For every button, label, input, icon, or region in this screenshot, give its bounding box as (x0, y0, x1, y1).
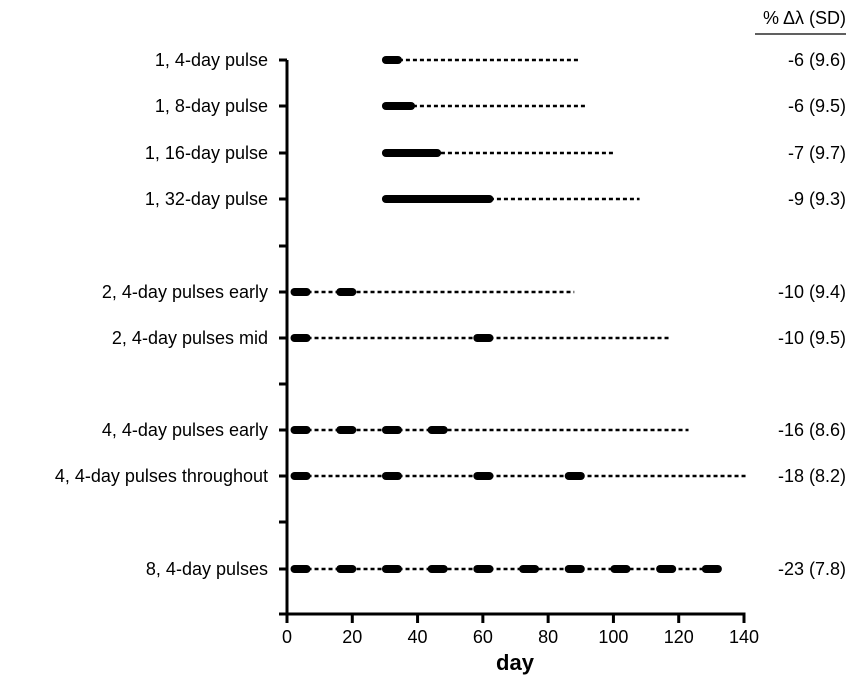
x-axis-title: day (496, 650, 535, 675)
x-tick-label: 40 (408, 627, 428, 647)
timeline-row: 2, 4-day pulses early -10 (9.4) (102, 282, 846, 302)
row-label: 1, 32-day pulse (145, 189, 268, 209)
row-label: 8, 4-day pulses (146, 559, 268, 579)
timeline-row: 8, 4-day pulses -23 (7.8) (146, 559, 846, 579)
row-value-label: -7 (9.7) (788, 143, 846, 163)
x-tick-label: 0 (282, 627, 292, 647)
timeline-row: 1, 4-day pulse -6 (9.6) (155, 50, 846, 70)
timeline-row: 4, 4-day pulses throughout -18 (8.2) (55, 466, 846, 486)
row-value-label: -18 (8.2) (778, 466, 846, 486)
x-tick-label: 120 (664, 627, 694, 647)
axes-layer: 0 20 40 60 80 100 120 140 (279, 58, 759, 647)
timeline-row: 4, 4-day pulses early -16 (8.6) (102, 420, 846, 440)
row-value-label: -6 (9.6) (788, 50, 846, 70)
row-value-label: -23 (7.8) (778, 559, 846, 579)
x-tick-label: 60 (473, 627, 493, 647)
x-tick-label: 140 (729, 627, 759, 647)
row-label: 1, 8-day pulse (155, 96, 268, 116)
x-tick-label: 80 (538, 627, 558, 647)
x-tick-label: 100 (598, 627, 628, 647)
x-tick-label: 20 (342, 627, 362, 647)
timeline-row: 2, 4-day pulses mid -10 (9.5) (112, 328, 846, 348)
row-value-label: -6 (9.5) (788, 96, 846, 116)
row-value-label: -16 (8.6) (778, 420, 846, 440)
row-label: 4, 4-day pulses throughout (55, 466, 268, 486)
value-column-header: % Δλ (SD) (763, 8, 846, 28)
row-label: 1, 4-day pulse (155, 50, 268, 70)
timeline-row: 1, 16-day pulse -7 (9.7) (145, 143, 846, 163)
row-value-label: -10 (9.5) (778, 328, 846, 348)
timeline-row: 1, 32-day pulse -9 (9.3) (145, 189, 846, 209)
row-label: 1, 16-day pulse (145, 143, 268, 163)
row-label: 2, 4-day pulses mid (112, 328, 268, 348)
row-label: 2, 4-day pulses early (102, 282, 268, 302)
timeline-row: 1, 8-day pulse -6 (9.5) (155, 96, 846, 116)
rows-layer: 1, 4-day pulse -6 (9.6) 1, 8-day pulse -6 (… (55, 50, 846, 579)
row-label: 4, 4-day pulses early (102, 420, 268, 440)
row-value-label: -9 (9.3) (788, 189, 846, 209)
row-value-label: -10 (9.4) (778, 282, 846, 302)
